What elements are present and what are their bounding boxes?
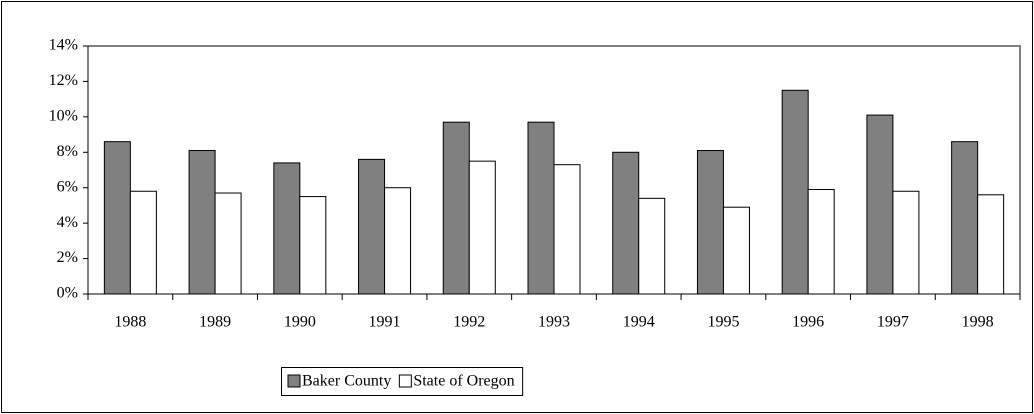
legend-swatch [398, 374, 412, 388]
bar [807, 188, 835, 295]
y-tick-label: 6% [57, 178, 78, 195]
legend-label: State of Oregon [413, 373, 514, 390]
bar [977, 194, 1005, 295]
bar [781, 89, 809, 295]
y-tick-label: 4% [57, 214, 78, 231]
bar [103, 141, 131, 295]
x-tick-label: 1993 [538, 314, 570, 331]
y-tick-label: 12% [49, 72, 78, 89]
bar [527, 121, 555, 295]
x-tick-label: 1992 [453, 314, 485, 331]
y-tick-label: 14% [49, 37, 78, 54]
bar [273, 162, 301, 295]
x-tick-label: 1991 [369, 314, 401, 331]
x-tick-label: 1989 [199, 314, 231, 331]
x-tick-label: 1988 [114, 314, 146, 331]
bar [214, 192, 242, 295]
bar [612, 151, 640, 295]
x-tick-label: 1990 [284, 314, 316, 331]
bar [638, 197, 666, 295]
bar [188, 150, 216, 295]
bar [553, 164, 581, 295]
x-tick-label: 1994 [623, 314, 655, 331]
bar [468, 160, 496, 295]
bar [722, 206, 750, 295]
bar [442, 121, 470, 295]
x-tick-label: 1996 [792, 314, 824, 331]
bar [384, 187, 412, 295]
bar [866, 114, 894, 295]
y-tick-label: 8% [57, 143, 78, 160]
bar [951, 141, 979, 295]
y-tick-label: 2% [57, 249, 78, 266]
bar [299, 196, 327, 295]
x-tick-label: 1995 [707, 314, 739, 331]
bar [129, 190, 157, 295]
plot-border [88, 45, 1021, 294]
legend-label: Baker County [302, 373, 391, 390]
bar [892, 190, 920, 295]
y-tick-label: 10% [49, 108, 78, 125]
y-tick-label: 0% [57, 285, 78, 302]
bar [696, 150, 724, 295]
legend-swatch [287, 374, 301, 388]
bar [358, 158, 386, 295]
x-tick-label: 1998 [962, 314, 994, 331]
x-tick-label: 1997 [877, 314, 909, 331]
